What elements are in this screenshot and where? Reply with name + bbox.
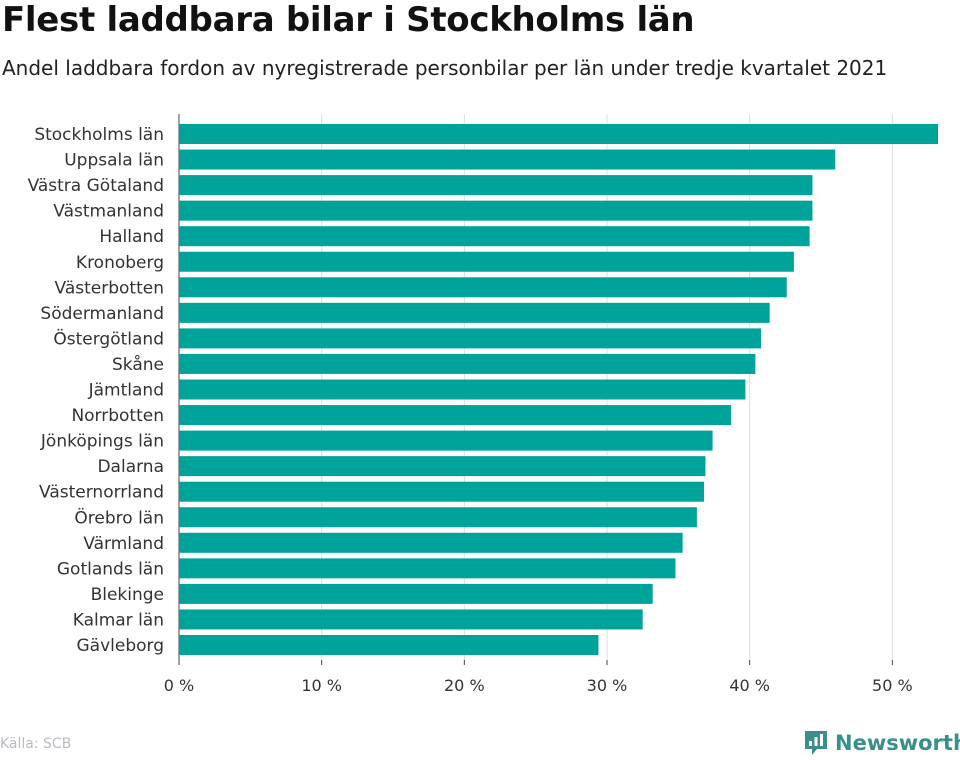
x-tick-label: 0 % bbox=[164, 676, 194, 695]
bar-chart: Stockholms län Uppsala län Västra Götaland… bbox=[28, 114, 938, 695]
bar bbox=[179, 507, 697, 528]
category-label: Blekinge bbox=[91, 585, 164, 605]
bar bbox=[179, 175, 813, 196]
bar bbox=[179, 583, 653, 604]
category-label: Jämtland bbox=[88, 381, 164, 401]
chart-title: Flest laddbara bilar i Stockholms län bbox=[2, 0, 695, 40]
x-tick-label: 20 % bbox=[444, 676, 485, 695]
category-label: Örebro län bbox=[74, 506, 164, 528]
bar bbox=[179, 635, 599, 655]
source-note: Källa: SCB bbox=[0, 736, 72, 752]
category-label: Västernorrland bbox=[39, 483, 164, 503]
bar bbox=[179, 430, 713, 451]
category-label: Kronoberg bbox=[76, 253, 164, 273]
category-label: Gotlands län bbox=[57, 559, 164, 579]
category-label: Dalarna bbox=[97, 457, 164, 477]
category-label: Kalmar län bbox=[73, 610, 164, 630]
bar bbox=[179, 405, 732, 426]
bar bbox=[179, 251, 794, 272]
category-label: Jönköpings län bbox=[40, 432, 164, 452]
bar bbox=[179, 200, 813, 221]
category-label: Uppsala län bbox=[64, 151, 164, 171]
category-label: Västmanland bbox=[53, 202, 164, 222]
chart-subtitle: Andel laddbara fordon av nyregistrerade … bbox=[2, 56, 888, 80]
category-label: Skåne bbox=[112, 354, 164, 375]
bar bbox=[179, 353, 756, 374]
bar bbox=[179, 532, 683, 553]
bar bbox=[179, 149, 836, 170]
category-label: Gävleborg bbox=[76, 636, 164, 656]
category-label: Östergötland bbox=[53, 327, 164, 349]
x-tick-labels: 0 % 10 % 20 % 30 % 40 % 50 % bbox=[164, 676, 913, 695]
x-tick-label: 50 % bbox=[872, 676, 913, 695]
category-label: Västra Götaland bbox=[28, 176, 164, 196]
bar bbox=[179, 277, 787, 298]
bar bbox=[179, 302, 770, 323]
category-label: Värmland bbox=[83, 534, 164, 554]
category-labels: Stockholms län Uppsala län Västra Götaland… bbox=[28, 125, 164, 656]
bar bbox=[179, 609, 643, 630]
category-label: Stockholms län bbox=[34, 125, 164, 145]
x-tick-label: 40 % bbox=[729, 676, 770, 695]
bar bbox=[179, 226, 810, 247]
bar bbox=[179, 558, 676, 579]
bar bbox=[179, 379, 746, 400]
brand-name: Newsworthy bbox=[835, 731, 960, 755]
bar-chart-logo-icon bbox=[805, 731, 827, 755]
bar bbox=[179, 328, 762, 349]
bar bbox=[179, 124, 938, 144]
category-label: Västerbotten bbox=[55, 278, 164, 298]
bar bbox=[179, 456, 706, 477]
category-label: Södermanland bbox=[40, 304, 164, 324]
brand-logo: Newsworthy bbox=[803, 729, 960, 757]
bars bbox=[179, 124, 938, 655]
x-tick-label: 10 % bbox=[301, 676, 342, 695]
x-tick-label: 30 % bbox=[587, 676, 628, 695]
category-label: Norrbotten bbox=[71, 406, 164, 426]
category-label: Halland bbox=[99, 227, 164, 247]
bar bbox=[179, 481, 705, 502]
